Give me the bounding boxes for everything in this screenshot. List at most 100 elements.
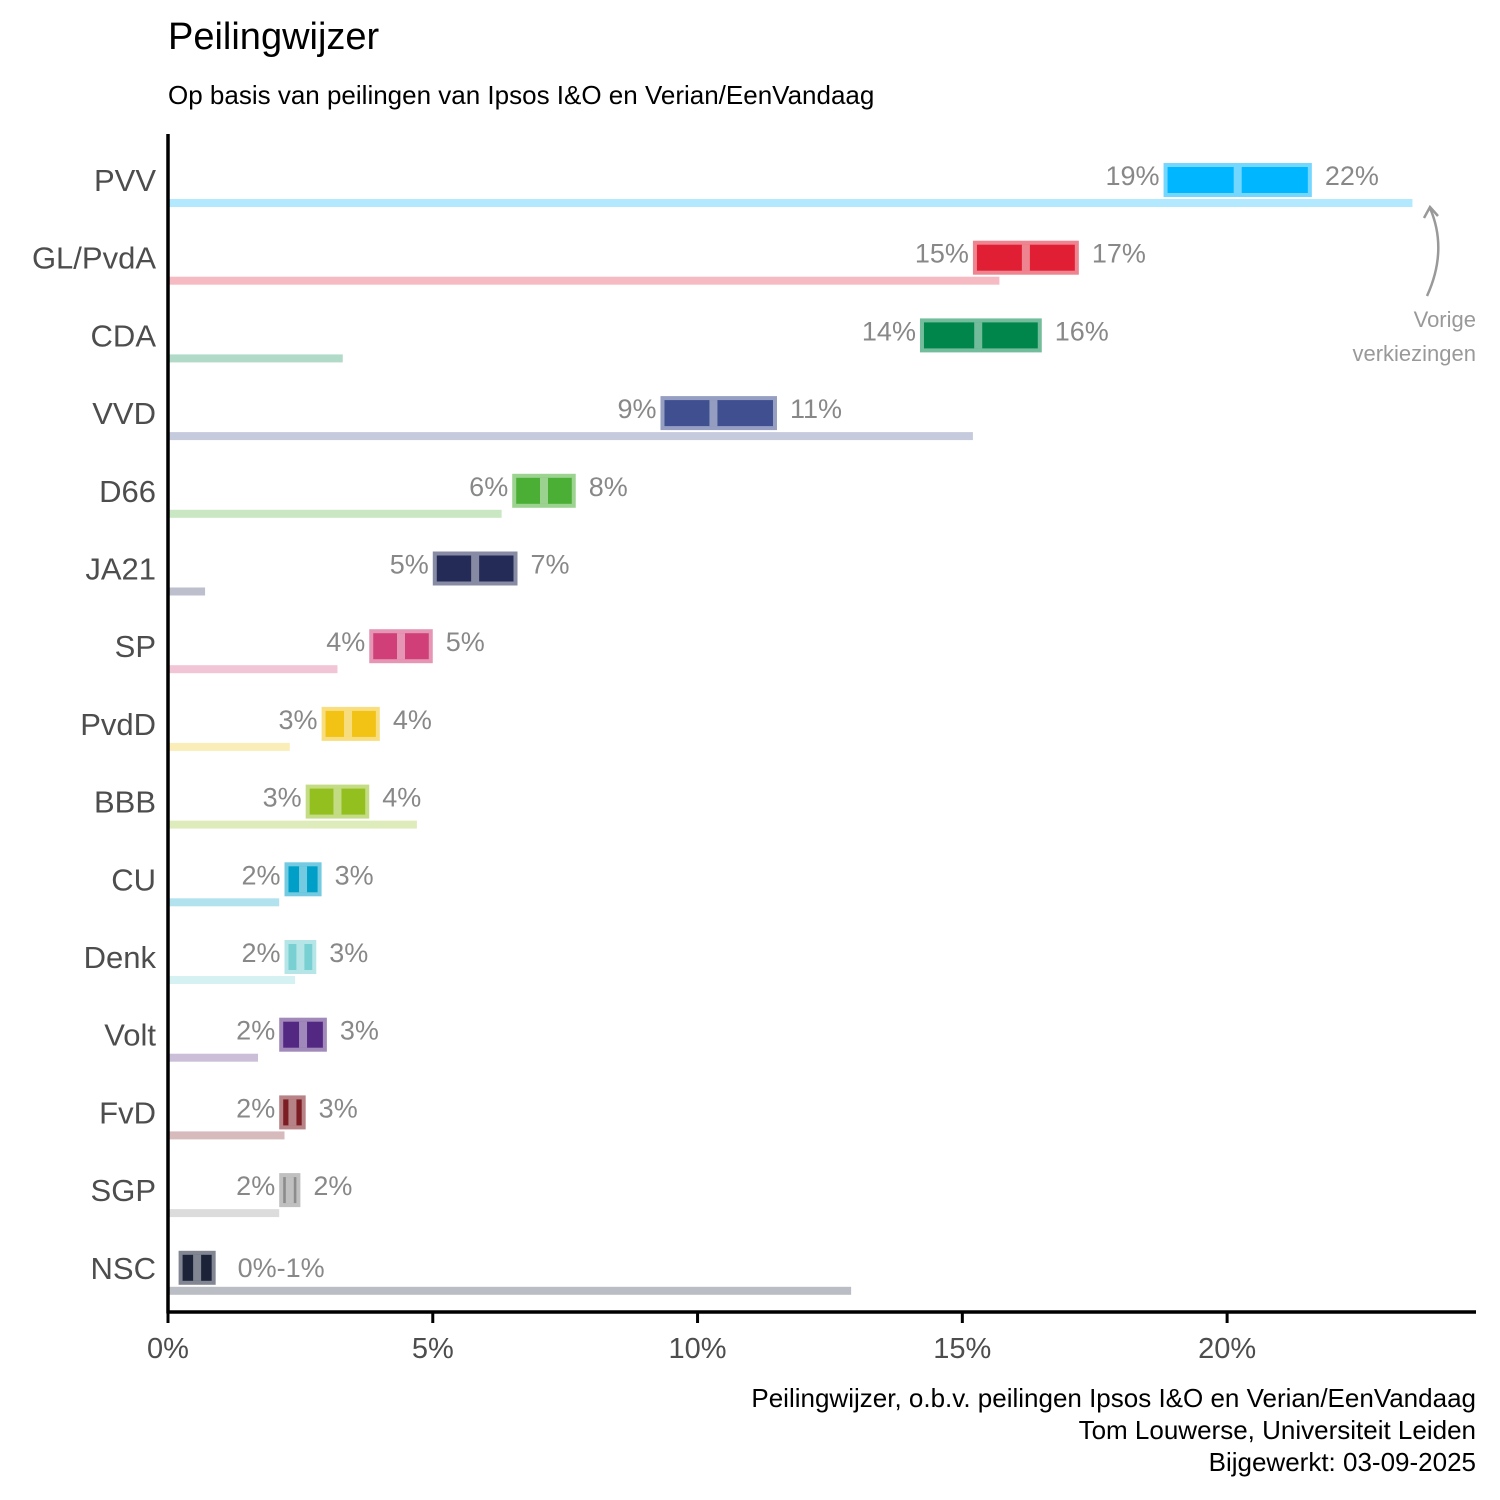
interval-mid-ja21 — [471, 555, 480, 582]
low-label-gl-pvda: 15% — [915, 239, 969, 269]
high-label-volt: 3% — [340, 1016, 379, 1046]
interval-mid-fvd — [288, 1099, 297, 1126]
interval-inner-cu — [288, 866, 318, 893]
interval-mid-cda — [974, 322, 983, 349]
party-label-d66: D66 — [99, 474, 156, 509]
interval-inner-pvv — [1167, 167, 1308, 193]
previous-bar-d66 — [168, 509, 502, 518]
high-label-cda: 16% — [1055, 316, 1109, 346]
previous-bar-volt — [168, 1053, 259, 1062]
interval-inner-volt — [283, 1021, 323, 1048]
previous-bar-denk — [168, 976, 296, 984]
value-labels: 19% 22% 15% 17% 14% 16% 9% 11% 6% 8% 5% 7% 4% 5% 3% 4% 3… — [236, 161, 1379, 1283]
party-label-pvv: PVV — [94, 163, 156, 198]
previous-bar-gl-pvda — [168, 276, 1000, 285]
previous-bar-bbb — [168, 820, 417, 829]
interval-mid-sgp — [285, 1177, 294, 1204]
interval-inner-sp — [373, 633, 429, 660]
previous-bar-nsc — [168, 1286, 852, 1295]
previous-election-annotation: Vorige verkiezingen — [1352, 204, 1476, 366]
low-label-bbb: 3% — [263, 783, 302, 813]
interval-inner-nsc — [182, 1254, 212, 1281]
previous-bar-ja21 — [168, 587, 206, 596]
previous-bar-cu — [168, 898, 280, 907]
party-labels: PVV GL/PvdA CDA VVD D66 JA21 SP PvdD BBB CU Denk Vo… — [32, 163, 157, 1286]
x-tick-label: 15% — [933, 1333, 991, 1365]
interval-mid-nsc — [193, 1254, 202, 1281]
party-label-cda: CDA — [91, 318, 157, 353]
chart-subtitle: Op basis van peilingen van Ipsos I&O en … — [168, 80, 875, 110]
previous-bar-sp — [168, 665, 338, 674]
annotation-line2: verkiezingen — [1352, 341, 1476, 366]
interval-inner-bbb — [309, 788, 366, 815]
annotation-line1: Vorige — [1414, 307, 1476, 332]
low-label-pvv: 19% — [1106, 161, 1160, 191]
party-label-fvd: FvD — [99, 1095, 156, 1130]
x-tick-label: 20% — [1198, 1333, 1256, 1365]
interval-inner-ja21 — [436, 555, 514, 582]
range-label-nsc: 0%-1% — [238, 1253, 325, 1283]
interval-mid-volt — [299, 1021, 308, 1048]
party-label-pvdd: PvdD — [80, 707, 156, 742]
party-label-cu: CU — [111, 862, 156, 897]
party-label-bbb: BBB — [94, 785, 156, 820]
previous-bar-pvv — [168, 199, 1413, 207]
previous-bar-vvd — [168, 432, 973, 441]
high-label-vvd: 11% — [790, 394, 842, 424]
low-label-pvdd: 3% — [279, 705, 318, 735]
interval-mid-sp — [397, 633, 406, 660]
caption-source: Peilingwijzer, o.b.v. peilingen Ipsos I&… — [751, 1383, 1476, 1413]
high-label-bbb: 4% — [382, 783, 421, 813]
interval-mid-gl-pvda — [1021, 244, 1030, 271]
low-label-volt: 2% — [236, 1016, 275, 1046]
high-label-cu: 3% — [335, 860, 374, 890]
party-label-ja21: JA21 — [85, 552, 156, 587]
interval-inner-pvdd — [325, 710, 376, 737]
interval-mid-denk — [296, 944, 305, 970]
interval-inner-sgp — [283, 1177, 297, 1204]
interval-mid-pvdd — [344, 710, 353, 737]
party-label-sgp: SGP — [91, 1173, 156, 1208]
high-label-sgp: 2% — [313, 1171, 352, 1201]
annotation-arrow — [1425, 207, 1440, 297]
interval-mid-d66 — [539, 477, 548, 504]
low-label-ja21: 5% — [390, 550, 429, 580]
high-label-pvdd: 4% — [393, 705, 432, 735]
interval-mid-pvv — [1233, 167, 1242, 193]
chart-title: Peilingwijzer — [168, 16, 380, 58]
interval-inner-vvd — [664, 400, 773, 427]
interval-inner-fvd — [283, 1099, 302, 1126]
interval-mid-bbb — [333, 788, 342, 815]
low-label-d66: 6% — [469, 472, 508, 502]
previous-bar-cda — [168, 354, 343, 363]
previous-bar-sgp — [168, 1209, 280, 1218]
caption-updated: Bijgewerkt: 03-09-2025 — [1208, 1447, 1476, 1477]
interval-inner-cda — [923, 322, 1038, 349]
poll-interval-boxes — [178, 163, 1312, 1285]
high-label-pvv: 22% — [1325, 161, 1379, 191]
high-label-fvd: 3% — [319, 1093, 358, 1123]
low-label-vvd: 9% — [617, 394, 656, 424]
high-label-sp: 5% — [446, 627, 485, 657]
high-label-ja21: 7% — [531, 550, 570, 580]
interval-inner-gl-pvda — [976, 244, 1075, 271]
low-label-sgp: 2% — [236, 1171, 275, 1201]
previous-election-bars — [168, 199, 1413, 1295]
high-label-denk: 3% — [329, 938, 368, 968]
low-label-cu: 2% — [241, 860, 280, 890]
caption-author: Tom Louwerse, Universiteit Leiden — [1078, 1415, 1476, 1445]
x-tick-label: 0% — [147, 1333, 189, 1365]
low-label-fvd: 2% — [236, 1093, 275, 1123]
interval-mid-vvd — [709, 400, 718, 427]
interval-inner-d66 — [516, 477, 572, 504]
annotation-arrowhead — [1422, 204, 1439, 219]
party-label-volt: Volt — [104, 1018, 156, 1053]
party-label-denk: Denk — [84, 940, 157, 975]
party-label-vvd: VVD — [92, 396, 156, 431]
interval-inner-denk — [288, 944, 313, 970]
high-label-gl-pvda: 17% — [1092, 239, 1146, 269]
party-label-nsc: NSC — [91, 1251, 156, 1286]
previous-bar-fvd — [168, 1131, 285, 1140]
x-tick-label: 5% — [412, 1333, 454, 1365]
